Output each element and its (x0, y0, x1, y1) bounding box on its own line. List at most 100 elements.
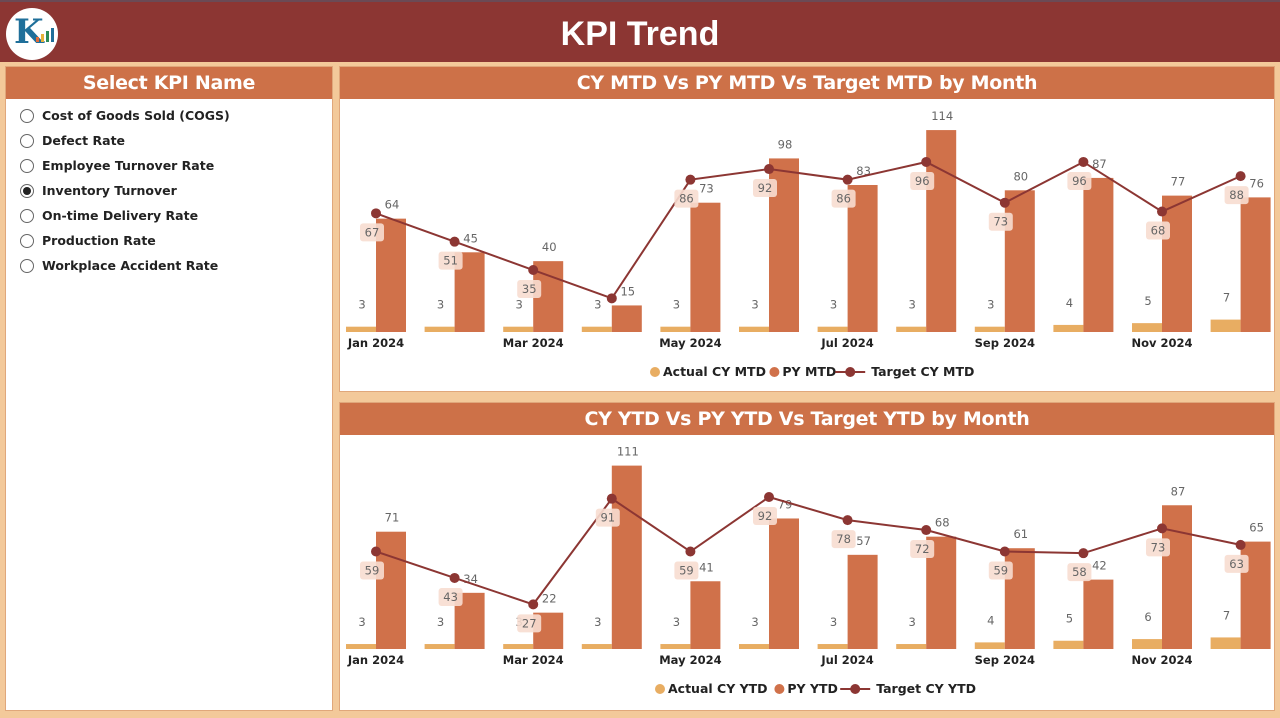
kpi-option[interactable]: On-time Delivery Rate (20, 203, 230, 228)
target-point[interactable] (528, 265, 539, 276)
target-point[interactable] (842, 174, 853, 185)
actual-bar[interactable] (1053, 324, 1084, 332)
target-point[interactable] (999, 197, 1010, 208)
target-data-label: 58 (1072, 565, 1087, 579)
target-label-bg (1224, 186, 1249, 205)
actual-bar[interactable] (660, 326, 691, 332)
target-point[interactable] (999, 546, 1010, 557)
target-point[interactable] (1235, 539, 1246, 550)
actual-bar[interactable] (817, 644, 848, 649)
actual-data-label: 4 (987, 613, 994, 627)
kpi-option[interactable]: Workplace Accident Rate (20, 253, 230, 278)
py-bar[interactable] (611, 305, 642, 332)
py-bar[interactable] (690, 581, 721, 649)
kpi-option-label: Production Rate (42, 233, 156, 248)
py-bar[interactable] (611, 465, 642, 649)
kpi-option[interactable]: Employee Turnover Rate (20, 153, 230, 178)
radio-unchecked-icon[interactable] (20, 208, 34, 223)
target-point[interactable] (1078, 156, 1089, 167)
radio-unchecked-icon[interactable] (20, 158, 34, 173)
target-point[interactable] (1078, 548, 1089, 559)
py-bar[interactable] (769, 518, 799, 649)
radio-unchecked-icon[interactable] (20, 133, 34, 148)
x-tick-label: Jul 2024 (820, 653, 873, 667)
target-point[interactable] (528, 599, 539, 610)
radio-unchecked-icon[interactable] (20, 233, 34, 248)
target-point[interactable] (921, 156, 932, 167)
legend-actual-label[interactable]: Actual CY YTD (668, 681, 768, 696)
target-point[interactable] (1157, 206, 1167, 217)
py-bar[interactable] (847, 184, 878, 332)
actual-bar[interactable] (896, 644, 927, 649)
actual-bar[interactable] (817, 326, 848, 332)
target-point[interactable] (842, 515, 853, 526)
actual-bar[interactable] (503, 326, 534, 332)
py-bar[interactable] (1083, 177, 1114, 332)
target-point[interactable] (685, 174, 696, 185)
kpi-option[interactable]: Inventory Turnover (20, 178, 230, 203)
target-point[interactable] (1235, 171, 1246, 182)
actual-bar[interactable] (1132, 639, 1162, 649)
py-bar[interactable] (376, 531, 406, 649)
actual-bar[interactable] (503, 644, 534, 649)
legend-actual-marker (650, 367, 660, 377)
actual-bar[interactable] (346, 326, 376, 332)
target-point[interactable] (449, 236, 460, 247)
target-point[interactable] (449, 572, 460, 583)
legend-actual-label[interactable]: Actual CY MTD (663, 364, 766, 379)
header-bar: K KPI Trend (0, 0, 1280, 62)
target-data-label: 73 (993, 215, 1008, 229)
actual-bar[interactable] (896, 326, 927, 332)
actual-bar[interactable] (739, 644, 769, 649)
actual-bar[interactable] (424, 644, 455, 649)
kpi-option-label: Employee Turnover Rate (42, 158, 215, 173)
radio-checked-icon[interactable] (20, 183, 34, 198)
actual-bar[interactable] (739, 326, 769, 332)
py-data-label: 40 (542, 240, 557, 254)
py-bar[interactable] (1240, 197, 1271, 332)
target-label-bg (674, 189, 699, 208)
actual-bar[interactable] (1210, 319, 1241, 332)
target-point[interactable] (921, 525, 932, 536)
py-bar[interactable] (847, 554, 878, 649)
actual-bar[interactable] (581, 644, 612, 649)
legend-target-label[interactable]: Target CY MTD (871, 364, 974, 379)
actual-bar[interactable] (1210, 637, 1241, 649)
x-tick-label: Sep 2024 (975, 653, 1035, 667)
target-line (375, 160, 1242, 300)
target-point[interactable] (685, 546, 696, 557)
target-point[interactable] (764, 492, 774, 502)
actual-data-label: 7 (1223, 608, 1230, 622)
py-bar[interactable] (1083, 579, 1114, 649)
target-point[interactable] (606, 293, 617, 304)
target-point[interactable] (371, 546, 381, 557)
actual-bar[interactable] (974, 326, 1005, 332)
target-label-bg (1224, 554, 1249, 573)
legend-py-label[interactable]: PY MTD (782, 364, 836, 379)
target-data-label: 92 (758, 509, 773, 523)
actual-bar[interactable] (660, 644, 691, 649)
actual-bar[interactable] (346, 644, 376, 649)
actual-bar[interactable] (581, 326, 612, 332)
target-point[interactable] (606, 493, 617, 504)
legend-target-label[interactable]: Target CY YTD (876, 681, 976, 696)
py-bar[interactable] (1004, 190, 1035, 332)
target-label-bg (1146, 538, 1170, 557)
py-bar[interactable] (690, 202, 721, 332)
py-bar[interactable] (1162, 195, 1192, 332)
actual-bar[interactable] (424, 326, 455, 332)
target-point[interactable] (764, 164, 774, 175)
actual-bar[interactable] (974, 642, 1005, 649)
legend-py-marker (769, 367, 780, 377)
kpi-option[interactable]: Production Rate (20, 228, 230, 253)
target-point[interactable] (1157, 523, 1167, 534)
legend-py-label[interactable]: PY YTD (787, 681, 838, 696)
kpi-option[interactable]: Cost of Goods Sold (COGS) (20, 103, 230, 128)
target-point[interactable] (371, 208, 381, 219)
radio-unchecked-icon[interactable] (20, 258, 34, 273)
radio-unchecked-icon[interactable] (20, 108, 34, 123)
actual-bar[interactable] (1053, 640, 1084, 649)
kpi-option[interactable]: Defect Rate (20, 128, 230, 153)
actual-bar[interactable] (1132, 323, 1162, 332)
